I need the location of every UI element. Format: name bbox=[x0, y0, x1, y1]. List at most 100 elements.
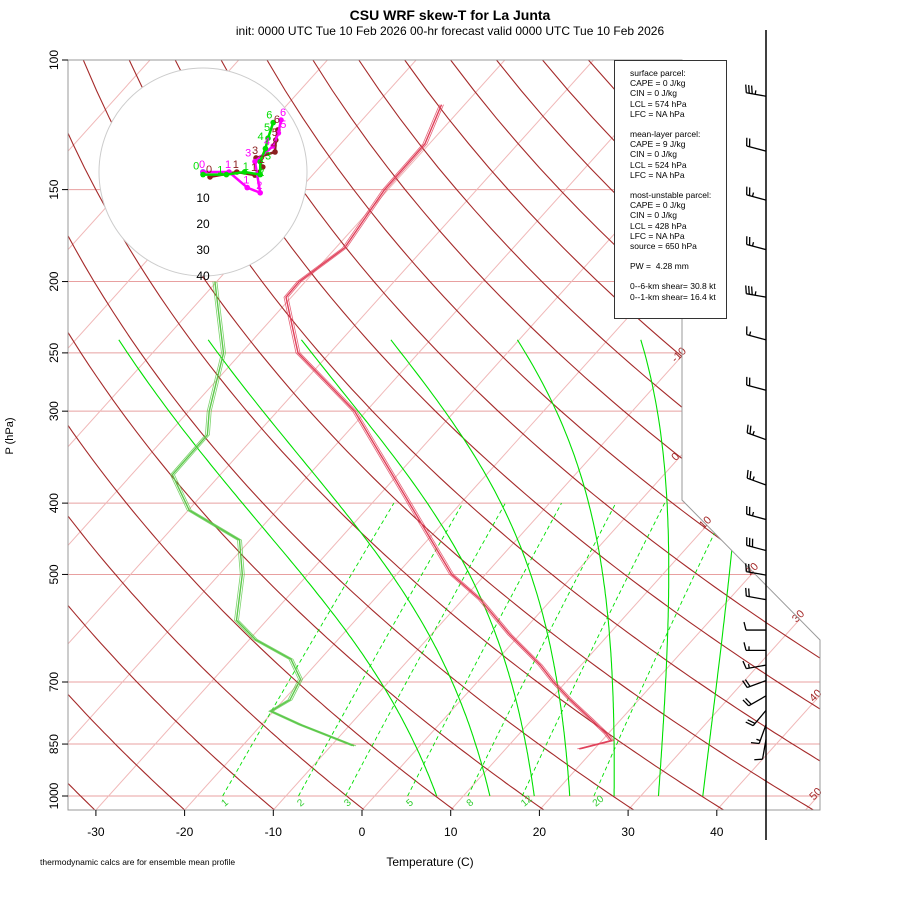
hodograph-height-label: 0 bbox=[206, 164, 212, 176]
info-line: mean-layer parcel: bbox=[630, 129, 701, 140]
mixing-ratio-label: 1 bbox=[220, 797, 232, 809]
wind-barb-flag bbox=[746, 424, 749, 433]
x-tick-label: -20 bbox=[176, 825, 194, 839]
wind-barb-flag bbox=[744, 679, 751, 687]
hodograph-ring-label: 20 bbox=[196, 217, 210, 231]
hodograph-height-label: 0 bbox=[193, 161, 199, 173]
wind-barb-flag bbox=[748, 85, 750, 94]
dewpoint-line bbox=[171, 281, 355, 747]
y-tick-label: 850 bbox=[47, 734, 61, 754]
wind-barb bbox=[745, 709, 767, 727]
wind-barb-flag bbox=[749, 425, 752, 434]
hodograph-point bbox=[272, 149, 278, 155]
wind-barb bbox=[746, 506, 767, 521]
wind-barb bbox=[754, 739, 767, 761]
parcel-info-box: surface parcel: CAPE = 0 J/kg CIN = 0 J/… bbox=[614, 60, 727, 319]
y-tick-label: 200 bbox=[47, 271, 61, 291]
wind-barb-half-flag bbox=[747, 664, 750, 669]
dry-adiabat-line bbox=[68, 60, 457, 810]
wind-barb-staff bbox=[746, 145, 767, 152]
hodograph-height-label: 0 bbox=[199, 159, 205, 171]
mixing-ratio-line bbox=[298, 502, 464, 797]
wind-barb-staff bbox=[746, 243, 767, 251]
hodograph-point bbox=[223, 171, 230, 178]
hodograph-height-label: 6 bbox=[280, 107, 286, 119]
info-line: CAPE = 0 J/kg bbox=[630, 78, 686, 89]
wind-barb bbox=[746, 469, 767, 486]
wind-barb-half-flag bbox=[754, 291, 757, 296]
wind-barb bbox=[743, 642, 766, 651]
wind-barb bbox=[746, 137, 767, 152]
y-tick-label: 400 bbox=[47, 493, 61, 513]
hodograph-point bbox=[257, 171, 264, 178]
x-tick-label: 30 bbox=[621, 825, 635, 839]
wind-barb-half-flag bbox=[751, 192, 755, 197]
wind-barb-flag bbox=[748, 563, 750, 573]
isotherm-label: 50 bbox=[807, 786, 824, 803]
hodograph-point bbox=[270, 119, 277, 126]
temperature-member-line bbox=[283, 104, 611, 750]
hodograph-point bbox=[200, 171, 206, 178]
mixing-ratio-label: 3 bbox=[342, 797, 354, 809]
x-tick-label: 10 bbox=[444, 825, 458, 839]
hodograph-height-label: 4 bbox=[258, 131, 264, 143]
isotherm-line bbox=[537, 60, 820, 810]
hodograph-height-label: 3 bbox=[245, 148, 251, 160]
wind-barb-staff bbox=[746, 595, 767, 601]
wind-barb-flag bbox=[749, 470, 752, 480]
hodograph-point bbox=[252, 158, 258, 165]
hodograph-ring-label: 10 bbox=[196, 191, 210, 205]
wind-barb bbox=[745, 587, 767, 601]
hodograph-height-label: 4 bbox=[271, 139, 277, 151]
dry-adiabat-line bbox=[771, 60, 820, 810]
dry-adiabat-line bbox=[174, 60, 820, 810]
x-tick-label: -30 bbox=[87, 825, 105, 839]
wind-barb-staff bbox=[746, 680, 767, 689]
wind-barb-half-flag bbox=[752, 476, 755, 481]
wind-barb-flag bbox=[745, 721, 754, 727]
wind-barb-staff bbox=[746, 334, 767, 341]
wind-barb-staff bbox=[761, 739, 767, 760]
moist-adiabat-line bbox=[390, 339, 571, 797]
wind-barb bbox=[742, 679, 767, 689]
isotherm-line bbox=[68, 60, 683, 810]
chart-title: CSU WRF skew-T for La Junta bbox=[349, 7, 551, 23]
hodograph-height-label: 4 bbox=[264, 136, 270, 148]
wind-barb bbox=[745, 84, 767, 97]
hodograph-point bbox=[265, 135, 271, 141]
y-tick-label: 100 bbox=[47, 50, 61, 70]
wind-barb-staff bbox=[746, 513, 767, 521]
info-shear: 0--6-km shear= 30.8 kt bbox=[630, 281, 716, 292]
wind-barb-staff bbox=[746, 194, 767, 201]
hodograph-height-label: 1 bbox=[233, 159, 239, 171]
hodograph-height-label: 6 bbox=[274, 114, 280, 126]
info-line: CAPE = 0 J/kg bbox=[630, 200, 686, 211]
wind-barb-flag bbox=[754, 758, 763, 761]
info-line: source = 650 hPa bbox=[630, 241, 697, 252]
moist-adiabat-line bbox=[516, 339, 615, 796]
hodograph-height-label: 1 bbox=[243, 161, 249, 173]
moist-adiabat-line bbox=[207, 339, 491, 797]
wind-barb-half-flag bbox=[751, 241, 755, 247]
info-line: CAPE = 9 J/kg bbox=[630, 139, 686, 150]
hodograph-height-label: 1 bbox=[243, 175, 249, 187]
info-line: surface parcel: bbox=[630, 68, 686, 78]
wind-barb-flag bbox=[742, 680, 748, 688]
dry-adiabat-line bbox=[358, 60, 820, 810]
info-pw: PW = 4.28 mm bbox=[630, 261, 689, 272]
x-axis-label: Temperature (C) bbox=[386, 855, 474, 869]
wind-barb-staff bbox=[746, 570, 767, 576]
hodograph-point bbox=[241, 169, 248, 175]
temperature-member-line bbox=[287, 104, 615, 750]
dry-adiabat-line bbox=[266, 60, 820, 810]
wind-barb-staff bbox=[746, 92, 767, 97]
wind-barb-half-flag bbox=[754, 90, 757, 95]
mixing-ratio-line bbox=[407, 502, 562, 797]
wind-barb bbox=[746, 537, 767, 552]
dry-adiabat-line bbox=[220, 60, 820, 810]
hodograph-height-label: 3 bbox=[265, 151, 271, 163]
y-tick-label: 300 bbox=[47, 401, 61, 421]
info-line: most-unstable parcel: bbox=[630, 190, 712, 201]
wind-barb-flag bbox=[743, 621, 747, 631]
